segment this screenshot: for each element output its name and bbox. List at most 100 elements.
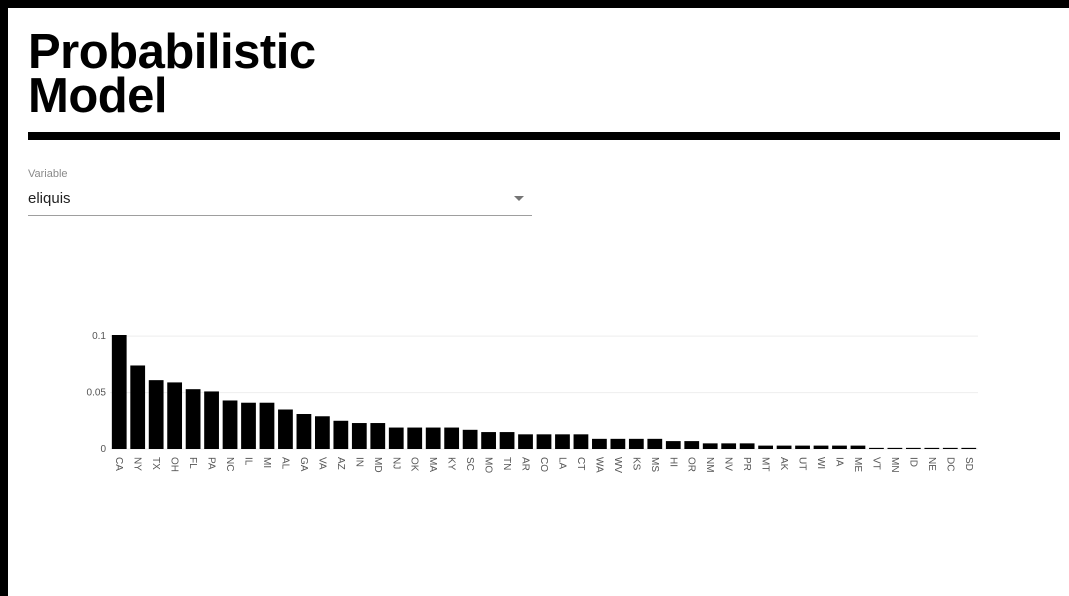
bar-hi[interactable] <box>665 441 681 449</box>
x-tick-label-va: VA <box>316 457 327 470</box>
x-tick-label-al: AL <box>279 457 290 470</box>
bar-vt[interactable] <box>869 447 884 449</box>
title-rule <box>28 132 1060 140</box>
x-tick-label-pa: PA <box>206 457 217 470</box>
bar-nc[interactable] <box>222 400 238 449</box>
bar-ks[interactable] <box>628 438 644 449</box>
x-tick-label-ky: KY <box>446 457 457 471</box>
x-tick-label-in: IN <box>353 457 364 467</box>
bar-or[interactable] <box>684 441 700 449</box>
x-tick-label-la: LA <box>556 457 567 470</box>
bar-ct[interactable] <box>573 434 589 449</box>
x-tick-label-ms: MS <box>649 457 660 472</box>
x-tick-label-md: MD <box>372 457 383 473</box>
x-tick-label-ar: AR <box>520 457 531 471</box>
bar-md[interactable] <box>370 423 386 449</box>
page-title: Probabilistic Model <box>28 28 316 121</box>
bar-ca[interactable] <box>111 335 127 449</box>
x-tick-label-mn: MN <box>889 457 900 473</box>
x-tick-label-or: OR <box>686 457 697 472</box>
bar-ms[interactable] <box>647 438 663 449</box>
x-tick-label-co: CO <box>538 457 549 472</box>
bar-al[interactable] <box>278 409 293 450</box>
x-tick-label-me: ME <box>852 457 863 472</box>
x-tick-label-fl: FL <box>187 457 198 469</box>
page-title-line1: Probabilistic <box>28 25 316 79</box>
x-tick-label-ok: OK <box>409 457 420 472</box>
bar-ia[interactable] <box>832 445 847 449</box>
bar-id[interactable] <box>905 447 921 449</box>
x-tick-label-ak: AK <box>778 457 789 471</box>
bar-ak[interactable] <box>776 445 792 449</box>
chevron-down-icon[interactable] <box>514 196 524 201</box>
bar-fl[interactable] <box>185 389 201 449</box>
x-tick-label-id: ID <box>907 457 918 467</box>
bar-ar[interactable] <box>518 434 533 449</box>
x-tick-label-wi: WI <box>815 457 826 469</box>
x-tick-label-ne: NE <box>926 457 937 471</box>
bar-ny[interactable] <box>130 365 146 449</box>
bar-pr[interactable] <box>739 443 755 449</box>
bar-wi[interactable] <box>813 445 829 449</box>
bar-mo[interactable] <box>481 432 496 449</box>
bar-sd[interactable] <box>961 447 977 449</box>
bar-la[interactable] <box>555 434 570 449</box>
x-tick-label-ny: NY <box>132 457 143 471</box>
x-tick-label-ga: GA <box>298 457 309 472</box>
bar-sc[interactable] <box>462 429 478 449</box>
y-tick-label: 0.05 <box>87 388 107 399</box>
x-tick-label-tn: TN <box>501 457 512 470</box>
x-tick-label-nm: NM <box>704 457 715 473</box>
x-tick-label-vt: VT <box>870 457 881 470</box>
bar-ga[interactable] <box>296 414 312 449</box>
bar-dc[interactable] <box>942 447 958 449</box>
bar-wv[interactable] <box>610 438 626 449</box>
y-tick-label: 0.1 <box>92 331 106 342</box>
bar-ky[interactable] <box>444 427 460 449</box>
variable-select-underline <box>28 215 532 216</box>
x-tick-label-sc: SC <box>464 457 475 471</box>
bar-me[interactable] <box>850 445 866 449</box>
bar-ut[interactable] <box>795 445 810 449</box>
bar-oh[interactable] <box>167 382 183 449</box>
bar-il[interactable] <box>241 402 256 449</box>
bar-tn[interactable] <box>499 432 515 449</box>
bar-pa[interactable] <box>204 391 219 449</box>
bar-in[interactable] <box>351 423 367 449</box>
x-tick-label-ca: CA <box>113 457 124 471</box>
bar-wa[interactable] <box>592 438 607 449</box>
x-tick-label-mi: MI <box>261 457 272 468</box>
x-tick-label-mt: MT <box>760 457 771 471</box>
x-tick-label-dc: DC <box>944 457 955 471</box>
bar-mi[interactable] <box>259 402 275 449</box>
x-tick-label-pr: PR <box>741 457 752 471</box>
x-tick-label-nv: NV <box>723 457 734 471</box>
x-tick-label-mo: MO <box>483 457 494 473</box>
x-tick-label-wv: WV <box>612 457 623 473</box>
bar-nv[interactable] <box>721 443 737 449</box>
page-title-line2: Model <box>28 69 168 123</box>
bar-mt[interactable] <box>758 445 773 449</box>
bar-va[interactable] <box>315 416 330 449</box>
y-tick-label: 0 <box>100 444 106 455</box>
bar-mn[interactable] <box>887 447 903 449</box>
bar-az[interactable] <box>333 420 349 449</box>
x-tick-label-ia: IA <box>833 457 844 467</box>
app-frame: Probabilistic Model Variable eliquis 0 0.… <box>8 8 1069 596</box>
variable-select[interactable]: Variable eliquis <box>28 168 532 216</box>
bar-tx[interactable] <box>148 380 164 449</box>
x-tick-label-nj: NJ <box>390 457 401 469</box>
bar-nm[interactable] <box>702 443 718 449</box>
bar-ok[interactable] <box>407 427 423 449</box>
x-tick-label-wa: WA <box>593 457 604 473</box>
bar-ne[interactable] <box>924 447 940 449</box>
bar-nj[interactable] <box>388 427 404 449</box>
x-tick-label-oh: OH <box>169 457 180 472</box>
bar-co[interactable] <box>536 434 552 449</box>
bar-ma[interactable] <box>425 427 441 449</box>
variable-select-value[interactable]: eliquis <box>28 190 71 207</box>
x-tick-label-ks: KS <box>630 457 641 471</box>
x-tick-label-tx: TX <box>150 457 161 470</box>
x-tick-label-ct: CT <box>575 457 586 470</box>
x-tick-label-az: AZ <box>335 457 346 470</box>
